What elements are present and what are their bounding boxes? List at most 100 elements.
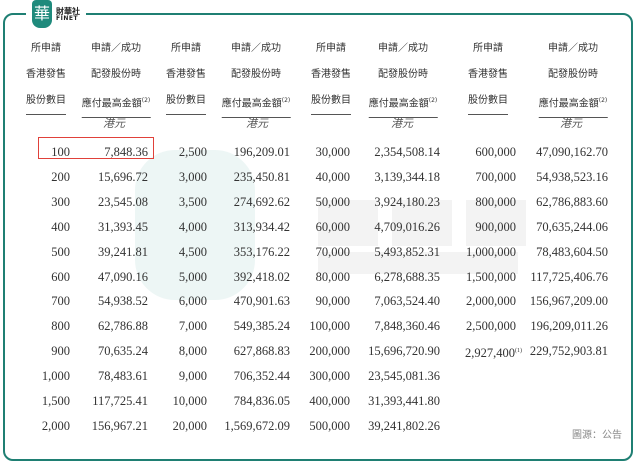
header-line: 應付最高金額(2) <box>221 88 291 119</box>
amount-cell: 5,493,852.31 <box>368 240 440 265</box>
amount-cell: 39,241.81 <box>92 240 148 265</box>
amount-cell: 196,209,011.26 <box>530 314 608 339</box>
cell-text: 300,000 <box>309 369 350 384</box>
amount-column: 2,354,508.14 3,139,344.18 3,924,180.23 4,70… <box>368 140 440 439</box>
table-frame <box>3 13 633 461</box>
header-amount: 申請／成功 配發股份時 應付最高金額(2) <box>81 36 151 119</box>
cell-text: 10,000 <box>172 394 207 409</box>
header-text: 配發股份時 <box>231 69 281 80</box>
amount-cell: 7,848.36 <box>92 140 148 165</box>
share-cell: 4,000 <box>173 215 207 240</box>
header-amount: 申請／成功配發股份時應付最高金額(2) <box>221 36 291 119</box>
share-cell: 300,000 <box>309 364 350 389</box>
header-line: 香港發售 <box>468 62 508 88</box>
amount-cell: 784,836.05 <box>224 389 290 414</box>
cell-text: 4,709,016.26 <box>374 219 440 234</box>
amount-column: 7,848.36 15,696.72 23,545.08 31,393.45 39,24… <box>92 140 148 439</box>
header-line: 應付最高金額(2) <box>538 88 608 119</box>
amount-cell: 156,967,209.00 <box>530 289 608 314</box>
cell-text: 6,278,688.35 <box>374 269 440 284</box>
header-shares: 所申請 香港發售 股份數目 <box>166 36 206 115</box>
cell-text: 3,000 <box>178 169 207 184</box>
amount-cell: 47,090,162.70 <box>530 140 608 165</box>
header-text: 股份數目 <box>468 95 508 106</box>
cell-text: 117,725,406.76 <box>530 269 608 284</box>
share-cell: 2,927,400(1) <box>465 339 522 366</box>
share-cell: 600,000 <box>465 140 516 165</box>
header-line: 所申請 <box>26 36 66 62</box>
cell-text: 784,836.05 <box>233 394 290 409</box>
shares-column: 100 200 300 400 500 600 700 800 900 1,000 1,500 2,0… <box>42 140 70 439</box>
footnote-mark: (1) <box>515 348 522 355</box>
amount-cell: 627,868.83 <box>224 339 290 364</box>
cell-text: 470,901.63 <box>233 294 290 309</box>
cell-text: 7,000 <box>178 319 207 334</box>
cell-text: 7,848.36 <box>104 145 148 159</box>
cell-text: 90,000 <box>315 294 350 309</box>
header-line: 香港發售 <box>26 62 66 88</box>
amount-column: 196,209.01 235,450.81 274,692.62 313,934.42… <box>224 140 290 439</box>
amount-cell: 3,924,180.23 <box>368 190 440 215</box>
header-shares: 所申請香港發售股份數目 <box>26 36 66 115</box>
header-text: 所申請 <box>171 43 201 54</box>
header-text: 所申請 <box>316 43 346 54</box>
header-text: 香港發售 <box>26 69 66 80</box>
amount-cell: 313,934.42 <box>224 215 290 240</box>
cell-text: 2,354,508.14 <box>374 145 440 159</box>
cell-text: 70,635.24 <box>98 344 148 359</box>
header-line: 申請／成功 <box>222 36 291 62</box>
header-text: 配發股份時 <box>548 69 598 80</box>
share-cell: 1,500 <box>42 389 70 414</box>
cell-text: 8,000 <box>178 344 207 359</box>
header-line: 申請／成功 <box>369 36 438 62</box>
header-line: 股份數目 <box>311 88 351 115</box>
cell-text: 800,000 <box>475 194 516 209</box>
share-cell: 70,000 <box>309 240 350 265</box>
cell-text: 78,483,604.50 <box>536 244 608 259</box>
header-line: 股份數目 <box>26 88 66 115</box>
logo-cn: 財華社 <box>56 7 80 16</box>
share-cell: 50,000 <box>309 190 350 215</box>
header-text: 所申請 <box>31 43 61 54</box>
cell-text: 117,725.41 <box>92 394 148 409</box>
footnote-mark: (2) <box>428 97 438 104</box>
header-text: 申請／成功 <box>91 43 141 54</box>
watermark-glyph <box>318 252 518 274</box>
amount-cell: 274,692.62 <box>224 190 290 215</box>
amount-cell: 54,938,523.16 <box>530 165 608 190</box>
cell-text: 9,000 <box>178 369 207 384</box>
amount-cell: 117,725.41 <box>92 389 148 414</box>
cell-text: 600,000 <box>475 145 516 159</box>
share-cell: 4,500 <box>173 240 207 265</box>
share-cell: 1,000 <box>42 364 70 389</box>
cell-text: 300 <box>51 194 70 209</box>
unit-label: 港元 <box>391 117 413 130</box>
cell-text: 3,500 <box>178 194 207 209</box>
header-line: 香港發售 <box>311 62 351 88</box>
share-cell: 900,000 <box>465 215 516 240</box>
cell-text: 800 <box>51 319 70 334</box>
header-line: 股份數目 <box>166 88 206 115</box>
cell-text: 39,241,802.26 <box>368 418 440 433</box>
header-line: 應付最高金額(2) <box>368 88 438 119</box>
cell-text: 6,000 <box>178 294 207 309</box>
cell-text: 31,393,441.80 <box>368 394 440 409</box>
cell-text: 229,752,903.81 <box>529 344 608 359</box>
amount-cell: 31,393,441.80 <box>368 389 440 414</box>
cell-text: 1,000 <box>41 369 70 384</box>
amount-cell: 2,354,508.14 <box>368 140 440 165</box>
source-note: 圖源：公告 <box>572 430 622 441</box>
cell-text: 1,000,000 <box>466 244 516 259</box>
share-cell: 8,000 <box>173 339 207 364</box>
cell-text: 70,000 <box>315 244 350 259</box>
cell-text: 549,385.24 <box>233 319 290 334</box>
amount-column: 47,090,162.70 54,938,523.16 62,786,883.60 7… <box>530 140 608 364</box>
cell-text: 500,000 <box>309 418 350 433</box>
cell-text: 274,692.62 <box>233 194 290 209</box>
cell-text: 1,569,672.09 <box>224 418 290 433</box>
header-text: 股份數目 <box>26 95 66 106</box>
share-cell: 900 <box>42 339 70 364</box>
cell-text: 47,090,162.70 <box>536 145 608 159</box>
amount-cell: 70,635,244.06 <box>530 215 608 240</box>
amount-cell: 196,209.01 <box>224 140 290 165</box>
